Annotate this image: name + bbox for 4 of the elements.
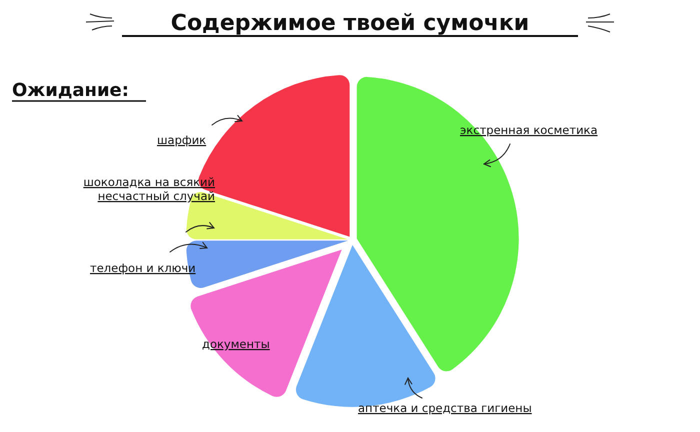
slice-label: аптечка и средства гигиены [358, 401, 532, 415]
chart-subtitle: Ожидание: [12, 80, 129, 101]
slice-label: шарфик [157, 133, 206, 147]
chart-title: Содержимое твоей сумочки [170, 11, 530, 36]
